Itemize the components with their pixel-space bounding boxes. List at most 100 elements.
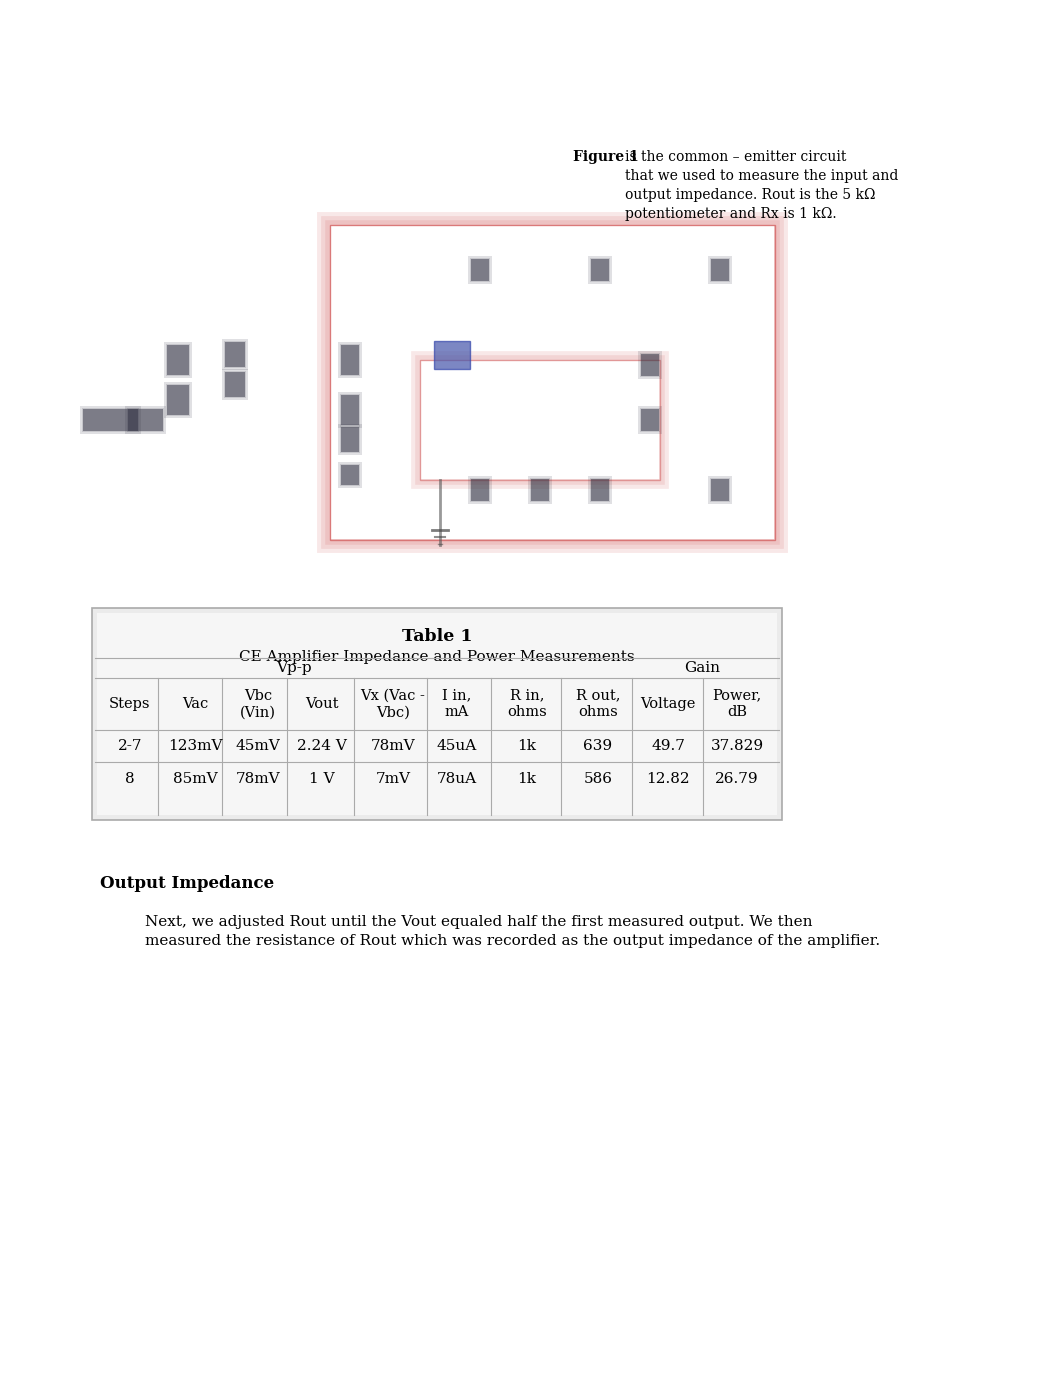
Bar: [472, 259, 489, 281]
Bar: [710, 477, 730, 502]
Bar: [590, 259, 609, 281]
Text: is the common – emitter circuit
that we used to measure the input and
output imp: is the common – emitter circuit that we …: [626, 150, 898, 222]
Bar: [129, 409, 162, 431]
Bar: [164, 383, 192, 418]
Text: Output Impedance: Output Impedance: [100, 875, 274, 892]
Bar: [97, 612, 777, 815]
Text: Vout: Vout: [305, 698, 339, 711]
Bar: [166, 344, 190, 376]
Bar: [324, 219, 781, 546]
Bar: [470, 259, 490, 282]
Text: 45mV: 45mV: [236, 739, 280, 753]
Bar: [222, 369, 249, 400]
Text: 49.7: 49.7: [651, 739, 685, 753]
Bar: [340, 427, 360, 453]
Text: 8: 8: [125, 772, 135, 786]
Text: 85mV: 85mV: [173, 772, 218, 786]
Bar: [340, 464, 360, 486]
Bar: [710, 259, 729, 281]
Text: Gain: Gain: [685, 660, 720, 676]
Bar: [338, 462, 362, 488]
Bar: [225, 372, 245, 398]
Text: 78uA: 78uA: [436, 772, 477, 786]
Text: 78mV: 78mV: [371, 739, 415, 753]
Text: Vx (Vac -
Vbc): Vx (Vac - Vbc): [361, 688, 426, 720]
Text: 1k: 1k: [517, 772, 536, 786]
Text: 37.829: 37.829: [710, 739, 764, 753]
Bar: [710, 479, 729, 501]
Bar: [468, 256, 492, 283]
Bar: [418, 358, 662, 482]
Bar: [468, 476, 492, 504]
Bar: [640, 409, 660, 432]
Text: Vp-p: Vp-p: [276, 660, 312, 676]
Text: R in,
ohms: R in, ohms: [508, 688, 547, 720]
Bar: [330, 226, 775, 539]
Text: Table 1: Table 1: [401, 627, 473, 645]
Text: Steps: Steps: [109, 698, 151, 711]
Bar: [92, 608, 782, 820]
Text: 1 V: 1 V: [309, 772, 335, 786]
Bar: [167, 385, 189, 416]
Bar: [640, 354, 660, 377]
Bar: [710, 259, 730, 282]
Bar: [590, 477, 610, 502]
Text: R out,
ohms: R out, ohms: [576, 688, 620, 720]
Text: Figure 1: Figure 1: [573, 150, 638, 164]
Bar: [80, 406, 141, 433]
Bar: [708, 476, 732, 504]
Bar: [588, 476, 612, 504]
Text: 7mV: 7mV: [376, 772, 411, 786]
Text: Power,
dB: Power, dB: [713, 688, 761, 720]
Text: CE Amplifier Impedance and Power Measurements: CE Amplifier Impedance and Power Measure…: [239, 649, 635, 665]
Bar: [222, 338, 249, 370]
Text: Next, we adjusted Rout until the Vout equaled half the first measured output. We: Next, we adjusted Rout until the Vout eq…: [145, 915, 880, 948]
Bar: [127, 409, 164, 432]
Bar: [340, 344, 360, 376]
Text: Vbc
(Vin): Vbc (Vin): [240, 688, 276, 720]
Bar: [470, 477, 490, 502]
Text: 45uA: 45uA: [436, 739, 477, 753]
Text: 12.82: 12.82: [646, 772, 690, 786]
Text: 586: 586: [583, 772, 613, 786]
Bar: [708, 256, 732, 283]
Bar: [100, 190, 790, 545]
Bar: [341, 465, 359, 484]
Bar: [528, 476, 552, 504]
Bar: [224, 372, 246, 398]
Bar: [590, 259, 610, 282]
Bar: [416, 356, 664, 484]
Bar: [125, 406, 166, 433]
Bar: [167, 345, 189, 376]
Bar: [641, 409, 660, 431]
Text: Voltage: Voltage: [640, 698, 696, 711]
Bar: [588, 256, 612, 283]
Text: 2-7: 2-7: [118, 739, 142, 753]
Bar: [340, 394, 360, 427]
Bar: [419, 361, 660, 480]
Bar: [341, 427, 359, 451]
Bar: [338, 424, 362, 455]
Bar: [638, 406, 662, 433]
Bar: [338, 392, 362, 428]
Bar: [164, 343, 192, 378]
Text: 78mV: 78mV: [236, 772, 280, 786]
Bar: [82, 409, 139, 432]
Text: 123mV: 123mV: [168, 739, 222, 753]
Text: Vac: Vac: [182, 698, 208, 711]
Bar: [326, 222, 780, 544]
Bar: [341, 395, 359, 425]
Bar: [166, 384, 190, 416]
Bar: [224, 341, 246, 367]
Bar: [83, 409, 138, 431]
Bar: [530, 477, 550, 502]
Bar: [338, 343, 362, 378]
Bar: [341, 345, 359, 376]
Bar: [472, 479, 489, 501]
Bar: [590, 479, 609, 501]
Text: 639: 639: [583, 739, 613, 753]
Bar: [328, 223, 777, 542]
Bar: [531, 479, 549, 501]
Bar: [638, 351, 662, 378]
Text: I in,
mA: I in, mA: [442, 688, 472, 720]
